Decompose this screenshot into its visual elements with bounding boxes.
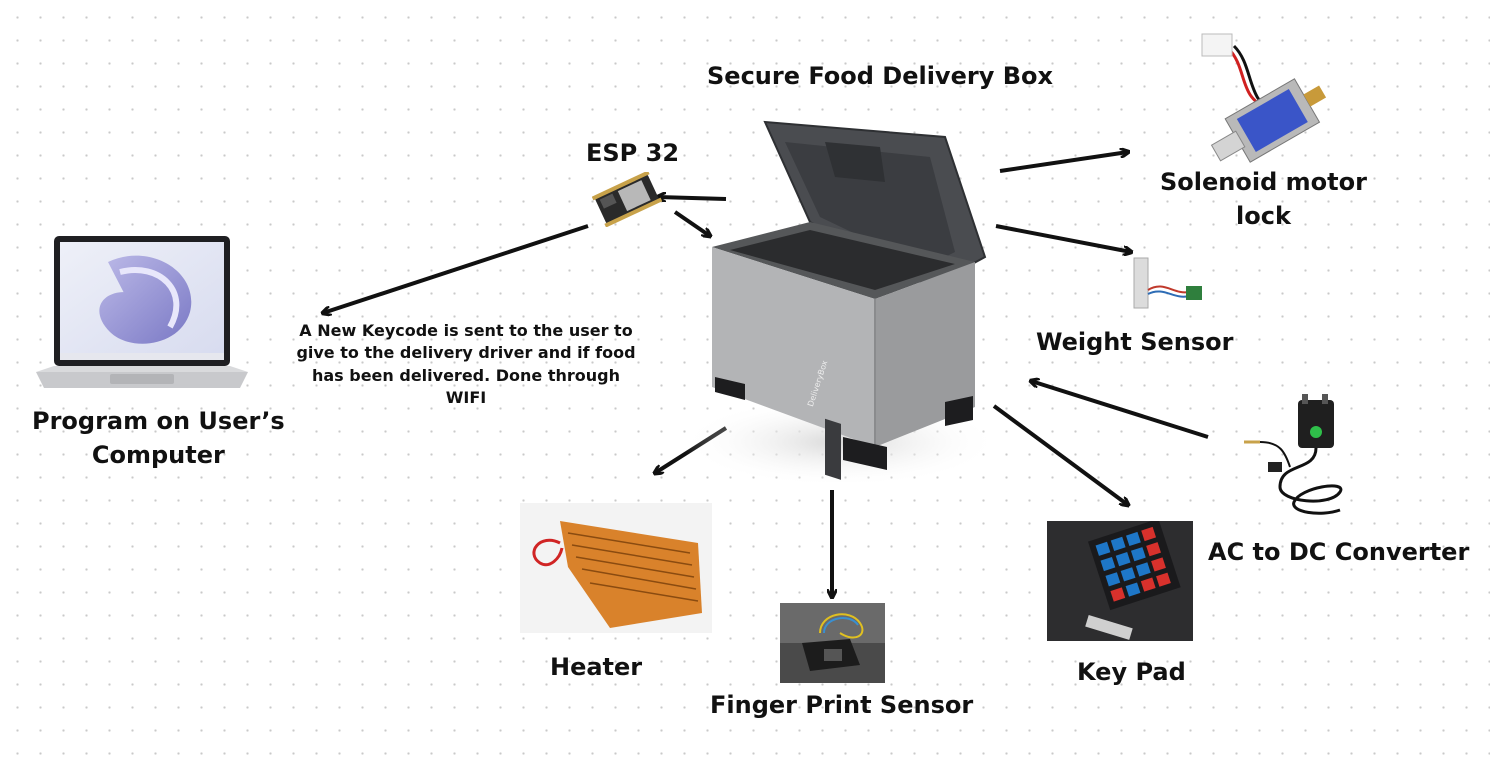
computer-label-line1: Program on User’s (32, 407, 285, 435)
computer-label-line2: Computer (91, 440, 225, 469)
solenoid-label-line1: Solenoid motor (1160, 168, 1367, 196)
arrow-acdc-to-box (1031, 381, 1209, 439)
computer-label: Program on User’s Computer (32, 405, 285, 472)
arrow-box-to-solenoid (999, 152, 1128, 173)
weight-sensor-label: Weight Sensor (1036, 328, 1234, 356)
esp32-label: ESP 32 (586, 139, 680, 167)
weight-sensor-image (1133, 257, 1202, 309)
fingerprint-label: Finger Print Sensor (710, 691, 974, 719)
keypad-image (1047, 521, 1193, 641)
ac-dc-converter-image (1244, 394, 1343, 515)
box-right-face (875, 262, 975, 447)
esp32-board-image (592, 172, 662, 227)
arrow-esp32-to-computer (323, 224, 589, 313)
box-left-face (712, 247, 875, 447)
laptop-image (36, 236, 248, 388)
wifi-note: A New Keycode is sent to the user to giv… (296, 321, 636, 408)
box-brand-plate (825, 418, 841, 480)
solenoid-label-line2: lock (1236, 201, 1291, 230)
ac-dc-label: AC to DC Converter (1208, 538, 1470, 566)
arrow-box-to-keypad (992, 404, 1128, 505)
keypad-label: Key Pad (1077, 658, 1186, 686)
diagram-title: Secure Food Delivery Box (707, 62, 1053, 90)
solenoid-lock-image (1201, 33, 1327, 163)
heater-label: Heater (550, 653, 643, 681)
solenoid-label: Solenoid motor lock (1160, 166, 1367, 233)
fingerprint-sensor-image (780, 603, 885, 683)
arrow-box-to-weight (995, 224, 1131, 252)
delivery-box-image (680, 120, 995, 482)
keypad-keys (1095, 526, 1171, 602)
heater-image (520, 503, 712, 633)
